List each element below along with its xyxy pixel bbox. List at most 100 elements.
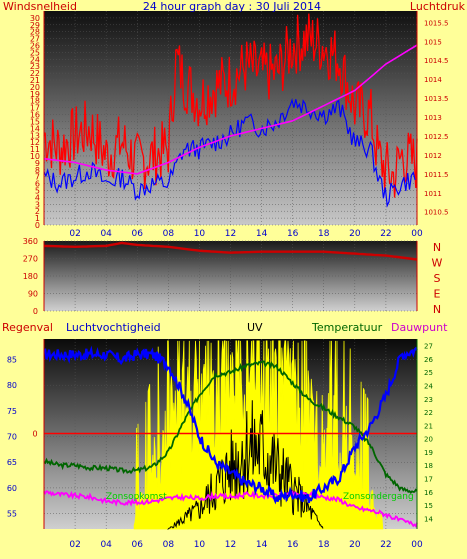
temperature-tick-label: 22: [424, 409, 433, 417]
time-tick-label: 10: [194, 229, 206, 239]
pressure-tick-label: 1011.5: [424, 171, 449, 179]
temperature-tick-label: 24: [424, 383, 433, 391]
time-tick-label: 08: [163, 540, 175, 550]
wind-tick-label: 29: [30, 21, 40, 30]
wind-tick-label: 15: [30, 117, 40, 126]
wind-tick-label: 28: [30, 28, 40, 37]
humidity-axis-title: Luchtvochtigheid: [66, 321, 161, 334]
wind-pressure-plot-area: [44, 11, 417, 225]
temperature-axis-title: Temperatuur: [311, 321, 383, 334]
compass-label: E: [434, 288, 441, 301]
direction-tick-label: 270: [23, 255, 38, 264]
temperature-tick-label: 20: [424, 436, 433, 444]
wind-tick-label: 30: [30, 14, 40, 23]
pressure-line: [43, 44, 418, 175]
wind-tick-label: 9: [35, 159, 40, 168]
rain-axis-title: Regenval: [2, 321, 53, 334]
time-tick-label: 16: [287, 229, 299, 239]
wind-tick-label: 26: [30, 42, 40, 51]
wind-tick-label: 20: [30, 83, 40, 92]
humidity-tick-label: 75: [7, 407, 17, 416]
time-tick-label: 06: [132, 540, 144, 550]
temperature-tick-label: 17: [424, 476, 433, 484]
time-tick-label: 08: [163, 229, 175, 239]
time-tick-label: 04: [100, 540, 112, 550]
time-tick-label: 02: [69, 229, 80, 239]
time-tick-label: 22: [380, 229, 391, 239]
temperature-tick-label: 15: [424, 502, 433, 510]
pressure-tick-label: 1015.5: [424, 19, 449, 27]
compass-label: N: [433, 303, 441, 316]
time-tick-label: 00: [411, 540, 423, 550]
wind-tick-label: 7: [35, 173, 40, 182]
wind-tick-label: 11: [30, 145, 40, 154]
sunrise-label: Zonsopkomst: [106, 492, 167, 502]
pressure-tick-label: 1015: [424, 38, 442, 46]
temperature-tick-label: 16: [424, 489, 433, 497]
tick-labels: 0123456789101112131415161718192021222324…: [7, 14, 449, 550]
time-tick-label: 14: [256, 540, 268, 550]
time-tick-label: 18: [318, 229, 330, 239]
temperature-tick-label: 26: [424, 356, 433, 364]
time-tick-label: 02: [69, 540, 80, 550]
temperature-tick-label: 19: [424, 449, 433, 457]
rain-tick-label: 0: [32, 429, 37, 438]
wind-average-line: [43, 98, 416, 208]
pressure-tick-label: 1012: [424, 152, 442, 160]
temperature-tick-label: 27: [424, 343, 433, 351]
humidity-tick-label: 55: [7, 510, 17, 519]
time-tick-label: 12: [225, 540, 236, 550]
time-tick-label: 12: [225, 229, 236, 239]
wind-tick-label: 21: [30, 76, 40, 85]
graph-title: 24 hour graph day : 30 Juli 2014: [143, 0, 321, 13]
time-tick-label: 20: [349, 540, 361, 550]
wind-tick-label: 23: [30, 62, 40, 71]
uv-axis-title: UV: [247, 321, 263, 334]
compass-label: N: [433, 241, 441, 254]
dewpoint-axis-title: Dauwpunt: [391, 321, 448, 334]
wind-direction-line: [43, 241, 418, 261]
direction-tick-label: 180: [23, 272, 38, 281]
wind-tick-label: 8: [35, 166, 40, 175]
wind-tick-label: 25: [30, 48, 40, 57]
wind-tick-label: 18: [30, 97, 40, 106]
wind-tick-label: 2: [35, 207, 40, 216]
wind-tick-label: 13: [30, 131, 40, 140]
sunset-label: Zonsondergang: [343, 492, 414, 502]
compass-label: W: [432, 257, 443, 270]
pressure-tick-label: 1013.5: [424, 95, 449, 103]
direction-tick-label: 90: [28, 290, 38, 299]
temperature-line: [43, 360, 418, 494]
pressure-tick-label: 1013: [424, 114, 442, 122]
time-tick-label: 04: [100, 229, 112, 239]
compass-label: S: [434, 272, 441, 285]
wind-tick-label: 0: [35, 221, 40, 230]
pressure-tick-label: 1010.5: [424, 209, 449, 217]
humidity-tick-label: 80: [7, 381, 17, 390]
time-tick-label: 18: [318, 540, 330, 550]
direction-tick-label: 0: [33, 307, 38, 316]
dewpoint-line: [43, 489, 418, 528]
time-tick-label: 10: [194, 540, 206, 550]
series-layer: [43, 11, 418, 530]
wind-tick-label: 10: [30, 152, 40, 161]
direction-tick-label: 360: [23, 237, 38, 246]
temperature-tick-label: 14: [424, 515, 433, 523]
time-tick-label: 06: [132, 229, 144, 239]
pressure-axis-title: Luchtdruk: [410, 0, 466, 13]
wind-tick-label: 5: [35, 186, 40, 195]
wind-tick-label: 12: [30, 138, 40, 147]
temperature-tick-label: 23: [424, 396, 433, 404]
wind-tick-label: 14: [30, 124, 40, 133]
wind-tick-label: 6: [35, 180, 40, 189]
time-tick-label: 16: [287, 540, 299, 550]
wind-tick-label: 17: [30, 104, 40, 113]
pressure-tick-label: 1014: [424, 76, 442, 84]
humidity-tick-label: 60: [7, 484, 17, 493]
uv-index-line: [167, 400, 324, 530]
time-tick-label: 22: [380, 540, 391, 550]
humidity-tick-label: 85: [7, 356, 17, 365]
temperature-tick-label: 25: [424, 369, 433, 377]
